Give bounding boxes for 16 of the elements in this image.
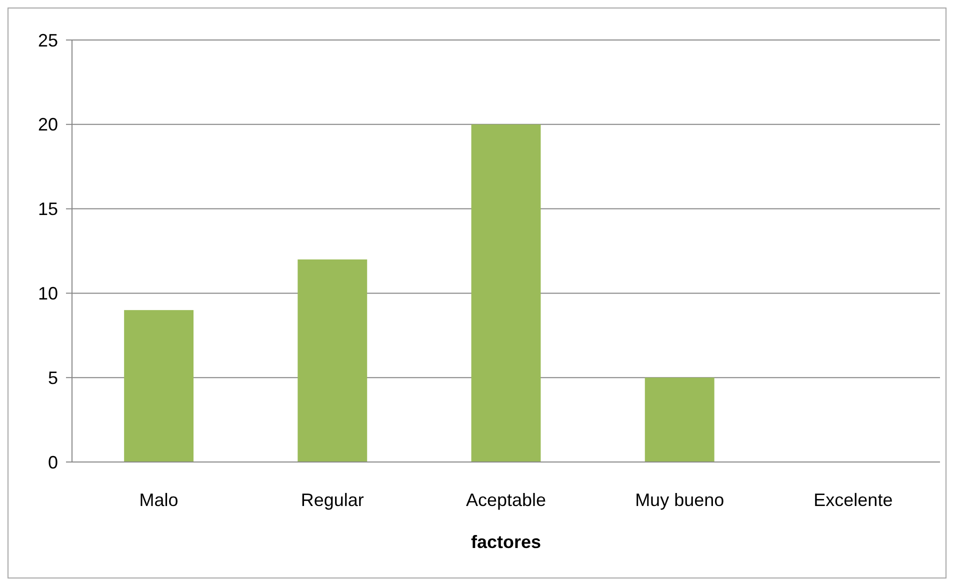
y-tick-label: 15	[38, 199, 58, 220]
y-tick-label: 10	[38, 284, 58, 304]
bar	[298, 259, 368, 462]
x-tick-label: Regular	[300, 490, 364, 510]
y-tick-label: 25	[38, 30, 58, 50]
x-tick-label: Excelente	[814, 490, 893, 510]
bar	[471, 124, 541, 462]
y-tick-label: 5	[48, 368, 58, 388]
bar	[124, 310, 194, 462]
y-tick-label: 20	[38, 114, 58, 135]
x-tick-label: Aceptable	[466, 490, 546, 510]
y-tick-label: 0	[48, 452, 58, 472]
bar	[644, 378, 714, 462]
x-tick-label: Muy bueno	[635, 490, 724, 510]
x-axis-title: factores	[470, 532, 542, 552]
x-tick-label: Malo	[139, 490, 178, 510]
